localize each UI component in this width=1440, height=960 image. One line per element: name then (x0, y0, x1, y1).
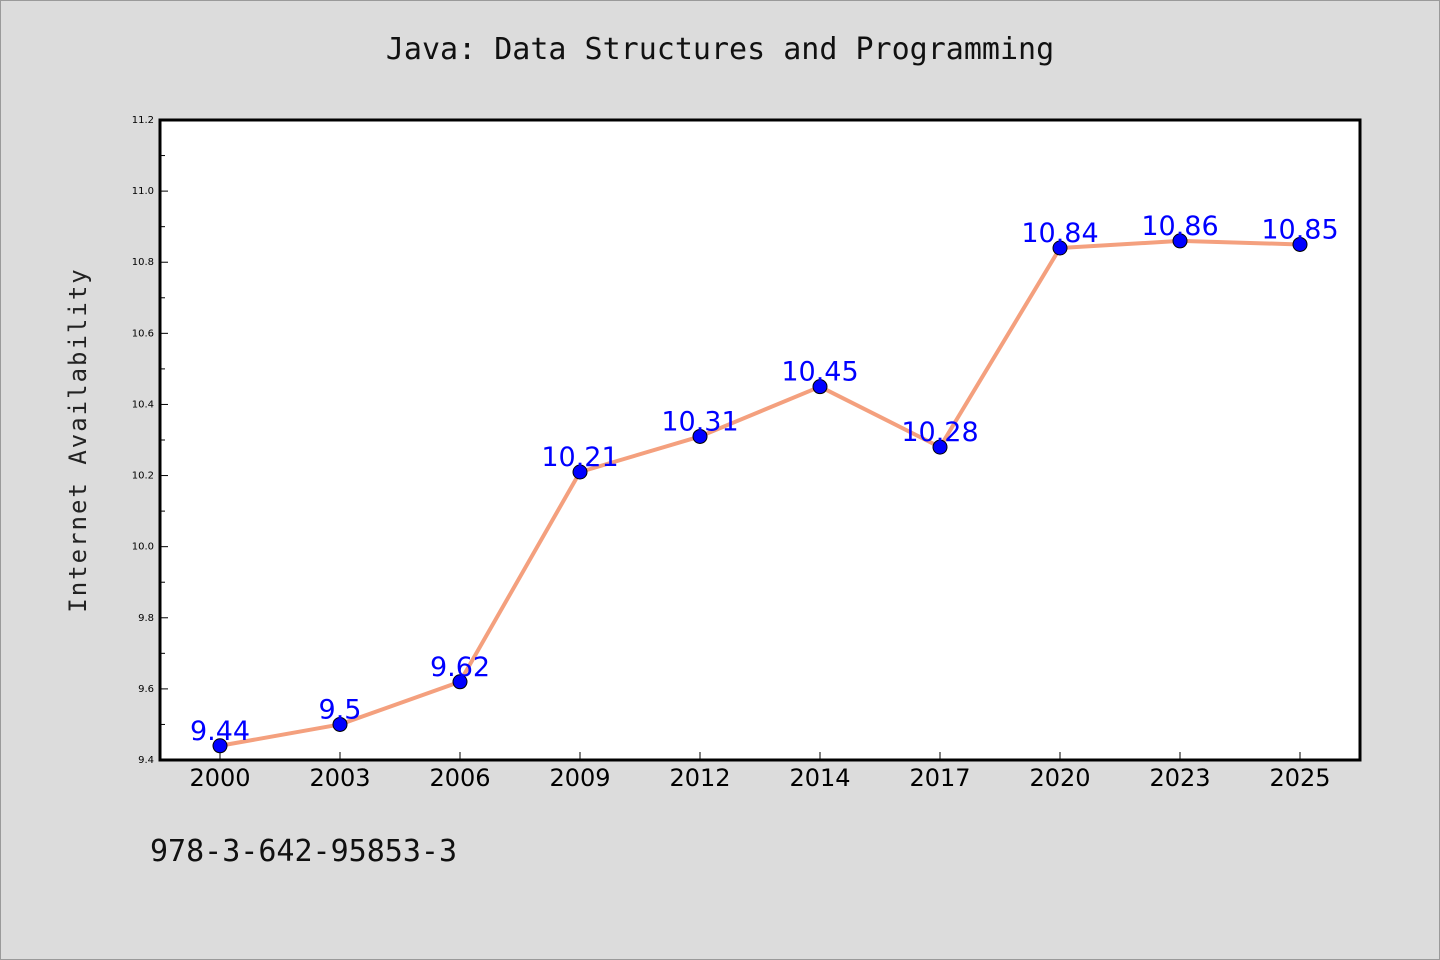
y-tick-label: 10.0 (132, 542, 154, 553)
x-tick-label: 2014 (789, 764, 850, 792)
plot-area (160, 120, 1360, 760)
series-line (218, 238, 1302, 748)
y-tick-label: 11.2 (132, 115, 154, 126)
x-tick-label: 2006 (429, 764, 490, 792)
y-tick-label: 10.6 (132, 328, 154, 339)
x-tick-label: 2009 (549, 764, 610, 792)
data-point (692, 428, 708, 444)
y-axis-label: Internet Availability (64, 267, 92, 612)
y-tick-label: 9.6 (138, 684, 154, 695)
data-label: 10.31 (661, 406, 738, 437)
isbn-text: 978-3-642-95853-3 (150, 834, 458, 869)
data-label: 9.62 (430, 652, 490, 683)
data-point (812, 379, 828, 395)
data-point (1292, 236, 1308, 252)
y-tick-label: 10.4 (132, 399, 154, 410)
data-label: 10.21 (541, 442, 618, 473)
data-point (212, 738, 228, 754)
data-point (1172, 233, 1188, 249)
data-label: 10.85 (1261, 214, 1338, 245)
plot-frame (158, 118, 1362, 762)
y-tick-label: 9.4 (138, 755, 154, 766)
x-tick-label: 2020 (1029, 764, 1090, 792)
y-tick-label: 9.8 (138, 613, 154, 624)
x-tick-label: 2000 (189, 764, 250, 792)
data-label: 10.45 (781, 357, 858, 388)
data-label: 9.44 (190, 716, 250, 747)
x-tick-label: 2023 (1149, 764, 1210, 792)
data-label: 10.84 (1021, 218, 1098, 249)
y-tick-label: 10.2 (132, 471, 154, 482)
data-label: 10.86 (1141, 211, 1218, 242)
data-label: 9.5 (319, 694, 362, 725)
x-tick-label: 2025 (1269, 764, 1330, 792)
chart-title: Java: Data Structures and Programming (385, 32, 1055, 67)
data-point (452, 674, 468, 690)
x-tick-label: 2012 (669, 764, 730, 792)
x-tick-label: 2003 (309, 764, 370, 792)
x-tick-label: 2017 (909, 764, 970, 792)
data-point (332, 716, 348, 732)
data-point (572, 464, 588, 480)
data-point (932, 439, 948, 455)
y-tick-label: 11.0 (132, 186, 154, 197)
data-point (1052, 240, 1068, 256)
y-tick-label: 10.8 (132, 257, 154, 268)
data-label: 10.28 (901, 417, 978, 448)
